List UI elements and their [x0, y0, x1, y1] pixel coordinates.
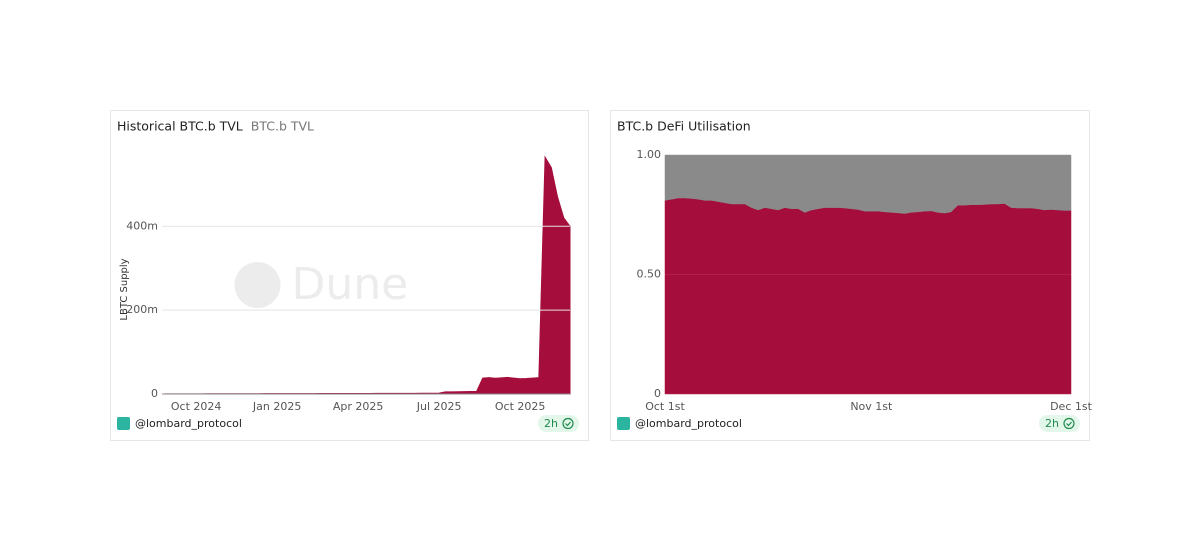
freshness: 2h — [1045, 417, 1059, 430]
fresh-check-mark — [1066, 421, 1072, 427]
x-tick-label: Oct 1st — [645, 400, 685, 413]
y-axis-label: LBTC Supply — [119, 258, 130, 320]
y-tick-label: 400m — [126, 219, 158, 232]
x-tick-label: Oct 2024 — [171, 400, 222, 413]
y-tick-label: 0 — [654, 387, 661, 400]
y-tick-label: 1.00 — [637, 148, 662, 161]
x-tick-label: Nov 1st — [850, 400, 893, 413]
fresh-check-mark — [565, 421, 571, 427]
freshness: 2h — [544, 417, 558, 430]
author-avatar — [117, 417, 130, 430]
author-avatar — [617, 417, 630, 430]
author: @lombard_protocol — [135, 417, 242, 430]
x-tick-label: Jan 2025 — [252, 400, 301, 413]
fresh-check — [1063, 417, 1075, 430]
y-tick-label: 0.50 — [637, 268, 662, 281]
chart-title: BTC.b DeFi Utilisation — [617, 119, 751, 134]
x-tick-label: Jul 2025 — [416, 400, 462, 413]
x-tick-label: Oct 2025 — [495, 400, 546, 413]
y-tick-label: 0 — [151, 387, 158, 400]
watermark-logo — [234, 262, 281, 308]
fresh-check — [562, 417, 574, 430]
area — [664, 197, 1072, 395]
author: @lombard_protocol — [635, 417, 742, 430]
watermark: Dune — [292, 259, 409, 310]
chart-tab: BTC.b TVL — [251, 119, 314, 134]
x-tick-label: Dec 1st — [1050, 400, 1093, 413]
x-tick-label: Apr 2025 — [333, 400, 384, 413]
y-tick-label: 200m — [126, 303, 158, 316]
freshness-badge — [538, 415, 579, 432]
area — [664, 154, 1072, 214]
chart-title: Historical BTC.b TVL — [117, 119, 243, 134]
freshness-badge — [1039, 415, 1080, 432]
